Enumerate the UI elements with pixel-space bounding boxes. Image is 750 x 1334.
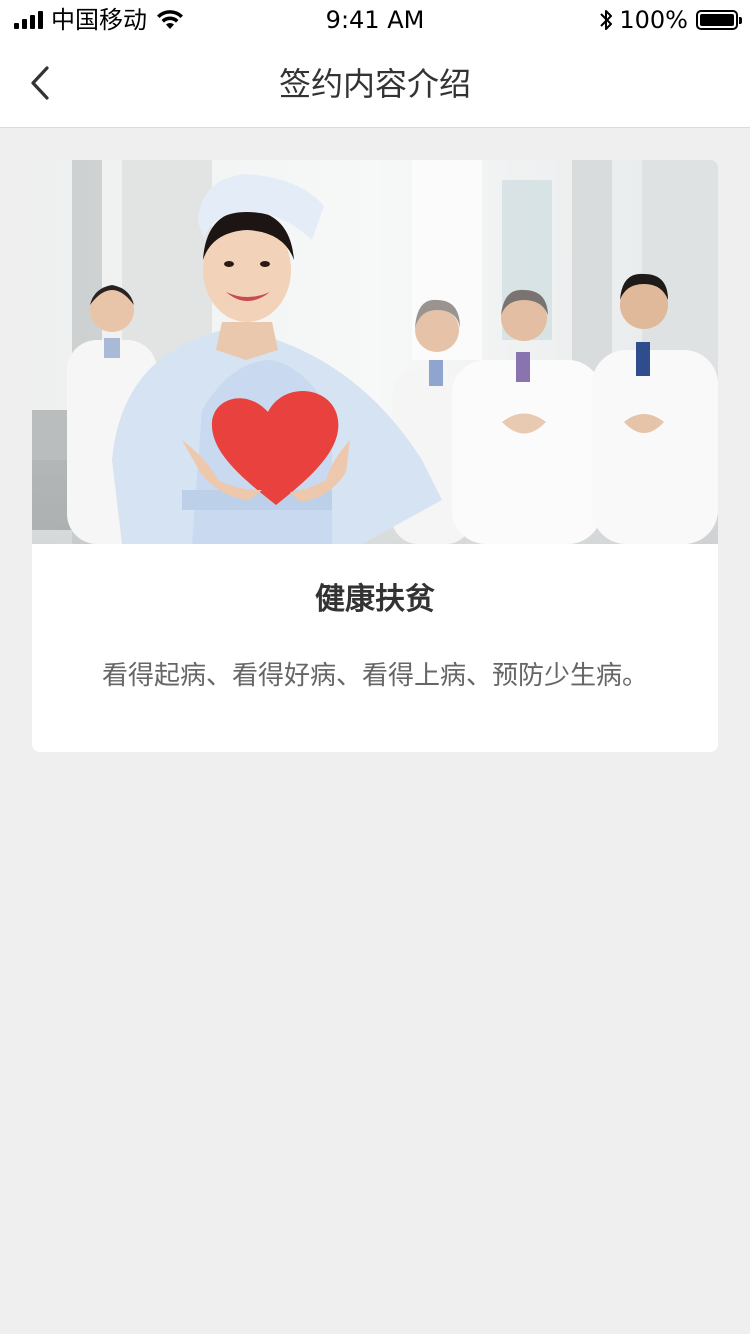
page-title: 签约内容介绍 <box>278 65 471 103</box>
battery-percent: 100% <box>619 6 688 34</box>
heart-shape <box>211 390 339 505</box>
back-button[interactable] <box>18 58 62 108</box>
status-time: 9:41 AM <box>325 6 425 34</box>
card-title: 健康扶贫 <box>315 582 435 617</box>
doctor-figure <box>592 273 718 544</box>
hero-image <box>32 160 718 544</box>
intro-card[interactable]: 健康扶贫 看得起病、看得好病、看得上病、预防少生病。 <box>32 160 718 752</box>
status-bar: 中国移动 9:41 AM 100% <box>0 0 750 40</box>
carrier-label: 中国移动 <box>51 6 147 34</box>
battery-icon <box>696 10 742 30</box>
status-right: 100% <box>597 4 742 36</box>
bluetooth-icon <box>600 10 613 30</box>
status-left: 中国移动 <box>14 6 185 34</box>
doctor-figure <box>452 289 602 544</box>
wifi-icon <box>157 10 183 29</box>
signal-icon <box>14 11 43 29</box>
chevron-left-icon <box>31 66 49 100</box>
card-description: 看得起病、看得好病、看得上病、预防少生病。 <box>101 661 648 691</box>
nav-bar: 签约内容介绍 <box>0 40 750 128</box>
